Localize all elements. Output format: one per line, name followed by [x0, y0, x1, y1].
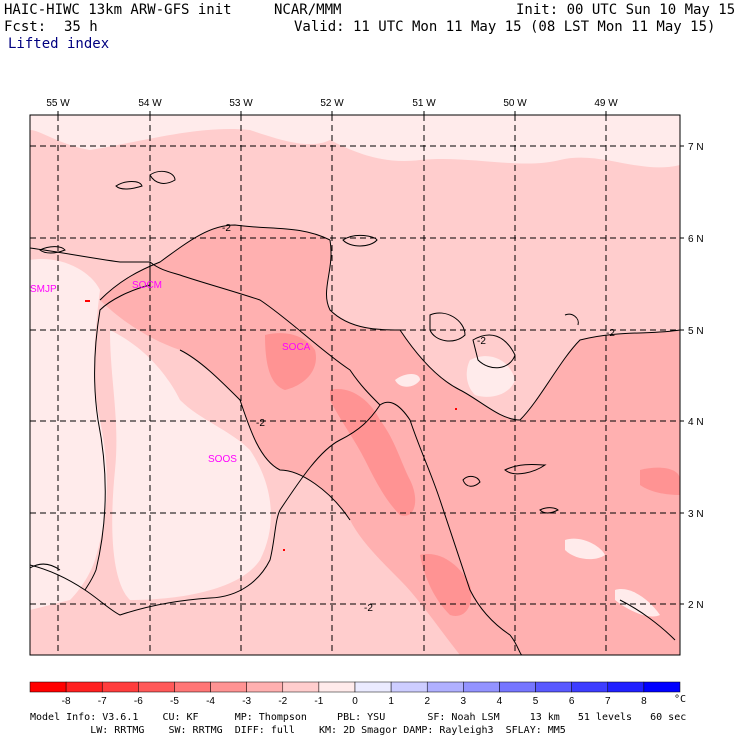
coastline — [30, 247, 676, 655]
colorbar-tick-label: 6 — [568, 696, 575, 707]
contour-label: -2 — [364, 603, 373, 614]
colorbar-tick-label: 8 — [641, 696, 647, 707]
lon-label: 50 W — [503, 98, 527, 109]
forecast-label: Fcst: — [4, 19, 47, 35]
ticks — [57, 111, 684, 605]
colorbar-swatch — [354, 681, 392, 693]
forecast-hour: 35 h — [64, 19, 98, 35]
colorbar-tick-label: 3 — [460, 696, 467, 707]
contour-label: -2 — [222, 223, 231, 234]
lat-label: 2 N — [688, 600, 704, 611]
pale-patch — [600, 115, 680, 135]
colorbar-swatch — [318, 681, 356, 693]
colorbar-swatch — [210, 681, 247, 693]
colorbar-tick-label: -3 — [242, 696, 252, 707]
lat-label: 4 N — [688, 417, 704, 428]
colorbar-swatch — [535, 681, 572, 693]
contour-label: -2 — [606, 328, 615, 339]
station-label-smjp: SMJP — [30, 284, 57, 295]
lat-label: 3 N — [688, 509, 704, 520]
colorbar-swatch — [571, 681, 609, 693]
colorbar-swatch — [499, 681, 536, 693]
pale-region-west — [30, 259, 107, 610]
colorbar-tick-label: -4 — [206, 696, 215, 707]
field-title: Lifted index — [8, 36, 110, 52]
colorbar-tick-label: 7 — [604, 696, 611, 707]
station-label-soca: SOCA — [282, 342, 311, 353]
colorbar-swatch — [282, 681, 320, 693]
colorbar-swatch — [29, 681, 67, 693]
pale-patch — [565, 538, 605, 560]
colorbar-tick-label: -2 — [278, 696, 288, 707]
colorbar-tick-label: 5 — [532, 696, 539, 707]
colorbar-tick-label: -8 — [61, 696, 71, 707]
lon-label: 49 W — [594, 98, 618, 109]
colorbar-swatch — [390, 681, 428, 693]
colorbar-tick-label: -1 — [314, 696, 324, 707]
lat-lon-grid — [30, 115, 680, 655]
pale-patch — [615, 589, 660, 617]
model-info-line2: LW: RRTMG SW: RRTMG DIFF: full KM: 2D Sm… — [30, 725, 566, 736]
station-label-soos: SOOS — [208, 454, 237, 465]
pale-region-east — [466, 356, 515, 397]
lon-label: 53 W — [229, 98, 253, 109]
colorbar-swatch — [174, 681, 211, 693]
colorbar-tick-label: 0 — [352, 696, 358, 707]
colorbar-tick-label: 1 — [388, 696, 394, 707]
valid-time: Valid: 11 UTC Mon 11 May 15 (08 LST Mon … — [294, 19, 716, 35]
colorbar-tick-label: -7 — [97, 696, 107, 707]
pale-patch — [395, 374, 420, 387]
colorbar-swatch — [246, 681, 284, 693]
org-label: NCAR/MMM — [274, 2, 342, 18]
lon-label: 54 W — [138, 98, 162, 109]
colorbar-tick-label: 2 — [424, 696, 430, 707]
contour-label: -2 — [256, 418, 265, 429]
station-label-socm: SOCM — [132, 280, 162, 291]
deep-region-south — [420, 554, 472, 616]
lon-label: 52 W — [320, 98, 344, 109]
model-info-line1: Model Info: V3.6.1 CU: KF MP: Thompson P… — [30, 712, 687, 723]
lon-label: 51 W — [412, 98, 436, 109]
colorbar-swatch — [426, 681, 464, 693]
colorbar-swatch — [643, 681, 681, 693]
colorbar-swatch — [65, 681, 103, 693]
lat-label: 5 N — [688, 326, 704, 337]
colorbar-swatch — [463, 681, 500, 693]
map-frame — [29, 114, 681, 656]
contour-label: -2 — [477, 336, 486, 347]
lon-label: 55 W — [46, 98, 70, 109]
model-title: HAIC-HIWC 13km ARW-GFS init — [4, 2, 232, 18]
pale-region-north — [30, 115, 680, 168]
colorbar-swatch — [101, 681, 139, 693]
colorbar-swatch — [138, 681, 175, 693]
lat-label: 7 N — [688, 142, 704, 153]
contour-lines — [39, 170, 680, 521]
lat-label: 6 N — [688, 234, 704, 245]
deep-region-southeast — [640, 467, 680, 495]
colorbar — [29, 681, 681, 693]
colorbar-tick-label: -5 — [169, 696, 179, 707]
station-markers — [85, 300, 457, 551]
colorbar-unit: °C — [674, 694, 687, 705]
init-time: Init: 00 UTC Sun 10 May 15 — [516, 2, 736, 18]
deep-region-soca — [265, 333, 316, 390]
colorbar-swatch — [607, 681, 645, 693]
colorbar-tick-label: 4 — [496, 696, 503, 707]
colorbar-tick-label: -6 — [133, 696, 143, 707]
